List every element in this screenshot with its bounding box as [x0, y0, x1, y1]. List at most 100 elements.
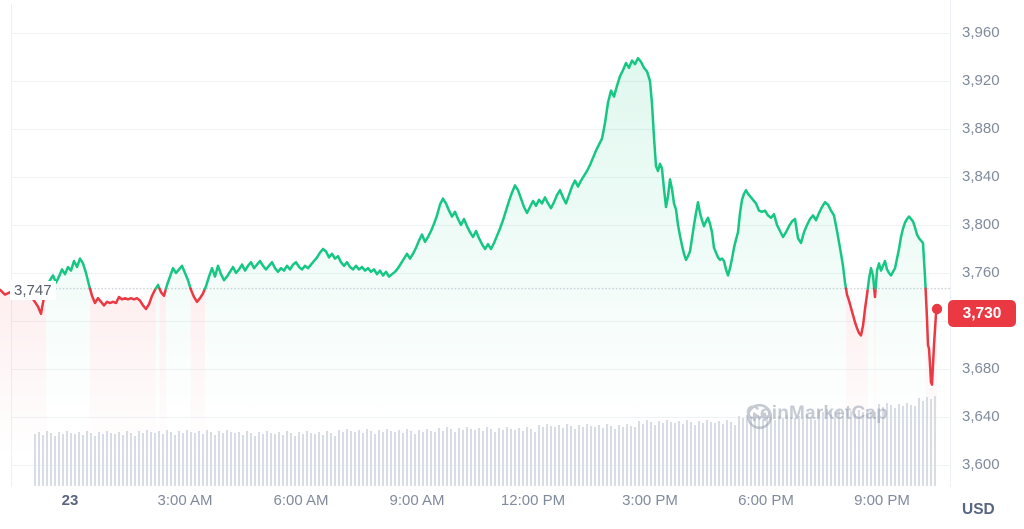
volume-bar: [706, 420, 708, 486]
volume-bar: [826, 409, 828, 486]
volume-bar: [146, 430, 148, 486]
volume-bar: [186, 430, 188, 486]
price-line-segment: [158, 287, 168, 298]
volume-bar: [446, 427, 448, 486]
volume-bar: [650, 422, 652, 486]
price-area-fill: [166, 265, 191, 465]
volume-bar: [154, 433, 156, 486]
price-line-segment: [189, 287, 207, 304]
volume-bar: [926, 397, 928, 486]
price-line-segment: [203, 56, 848, 290]
reference-price-label: 3,747: [10, 281, 56, 300]
volume-bar: [38, 432, 40, 486]
volume-bar: [894, 408, 896, 486]
price-area-fill: [90, 288, 156, 465]
y-axis-label: 3,640: [962, 408, 1000, 425]
volume-bar: [230, 432, 232, 486]
volume-bar: [858, 410, 860, 486]
volume-bar: [94, 436, 96, 486]
volume-bar: [862, 412, 864, 486]
volume-bar: [198, 431, 200, 486]
y-axis-label: 3,880: [962, 120, 1000, 137]
volume-bar: [398, 430, 400, 486]
volume-bar: [258, 432, 260, 486]
volume-bar: [806, 415, 808, 486]
volume-bar: [50, 433, 52, 486]
volume-bar: [734, 425, 736, 486]
volume-bar: [194, 433, 196, 486]
volume-bar: [906, 403, 908, 486]
volume-bar: [834, 412, 836, 486]
volume-bar: [570, 426, 572, 486]
volume-bar: [526, 427, 528, 486]
currency-label: USD: [962, 501, 995, 518]
volume-bar: [538, 425, 540, 486]
volume-bar: [262, 434, 264, 486]
volume-bar: [534, 432, 536, 486]
volume-bar: [282, 435, 284, 486]
volume-bar: [90, 433, 92, 486]
price-area-fill: [155, 285, 160, 465]
volume-bar: [234, 433, 236, 486]
volume-bar: [202, 434, 204, 486]
volume-bar: [214, 435, 216, 486]
volume-bar: [190, 432, 192, 486]
volume-bar: [654, 425, 656, 486]
x-axis-label: 23: [61, 492, 79, 509]
volume-bar: [362, 433, 364, 486]
price-area-fill: [867, 268, 875, 465]
volume-bar: [462, 430, 464, 486]
volume-bar: [702, 423, 704, 486]
volume-bar: [58, 432, 60, 486]
volume-bar: [742, 418, 744, 486]
volume-bar: [318, 432, 320, 486]
volume-bar: [874, 412, 876, 486]
volume-bar: [338, 430, 340, 486]
volume-bar: [242, 435, 244, 486]
volume-bar: [442, 431, 444, 486]
volume-bar: [182, 433, 184, 486]
volume-bar: [930, 399, 932, 486]
volume-bar: [266, 431, 268, 486]
volume-bar: [178, 431, 180, 486]
volume-bar: [450, 429, 452, 486]
price-area-fill: [46, 258, 90, 465]
volume-bar: [370, 431, 372, 486]
volume-bar: [630, 426, 632, 486]
volume-bar: [286, 431, 288, 486]
volume-bar: [586, 424, 588, 486]
volume-bar: [166, 430, 168, 486]
volume-bar: [690, 422, 692, 486]
price-line-segment: [844, 287, 870, 337]
price-area-fill: [875, 216, 926, 465]
volume-bar: [754, 418, 756, 486]
volume-bar: [254, 436, 256, 486]
volume-bar: [118, 432, 120, 486]
volume-bar: [566, 424, 568, 486]
volume-bar: [366, 429, 368, 486]
volume-bar: [838, 410, 840, 486]
volume-bar: [114, 434, 116, 486]
volume-bar: [602, 428, 604, 486]
volume-bar: [326, 431, 328, 486]
x-axis-label: 9:00 AM: [389, 492, 445, 509]
volume-bar: [298, 432, 300, 486]
volume-bar: [922, 401, 924, 486]
volume-bar: [278, 432, 280, 486]
volume-bar: [246, 431, 248, 486]
volume-bar: [78, 432, 80, 486]
volume-bar: [422, 432, 424, 486]
volume-bar: [814, 420, 816, 486]
volume-bar: [134, 436, 136, 486]
volume-bar: [722, 424, 724, 486]
volume-bar: [822, 412, 824, 486]
volume-bar: [798, 416, 800, 486]
volume-bar: [902, 406, 904, 486]
volume-bar: [482, 431, 484, 486]
volume-bar: [466, 427, 468, 486]
volume-bar: [642, 424, 644, 486]
volume-bar: [274, 434, 276, 486]
volume-bar: [238, 432, 240, 486]
volume-bar: [490, 429, 492, 486]
